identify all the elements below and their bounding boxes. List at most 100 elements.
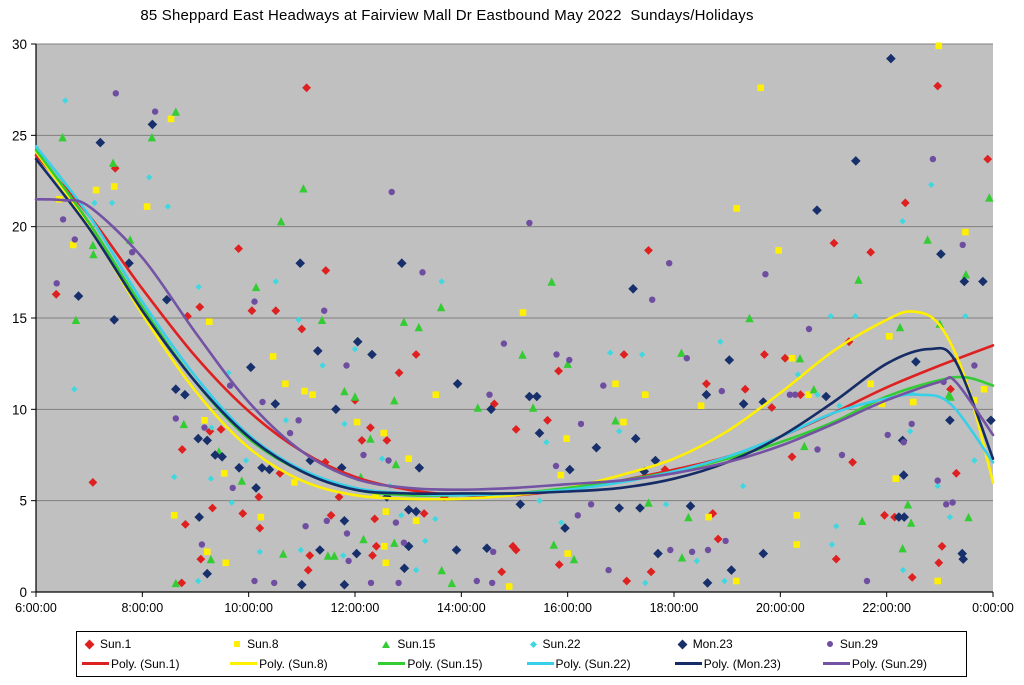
data-point [505,583,513,590]
data-point [352,336,363,347]
data-point [724,355,735,365]
data-point [564,550,571,557]
data-point [419,509,429,518]
data-point [796,390,805,400]
trendline-marker-icon [822,662,850,666]
data-point [251,577,258,585]
data-point [971,457,978,464]
data-point [336,463,347,473]
legend-label: Poly. (Sun.1) [111,656,180,671]
data-point [809,385,818,394]
data-point [400,539,408,546]
data-point [321,266,331,275]
data-point [892,475,899,482]
data-point [195,302,205,312]
data-point [251,298,258,305]
data-point [980,385,988,393]
data-point [851,156,861,166]
data-point [226,382,234,389]
data-point [436,302,446,312]
data-point [552,462,560,470]
data-point [228,499,235,506]
data-point [697,402,705,409]
data-point [340,386,349,396]
data-point [611,416,620,425]
data-point [414,463,425,473]
trendline-poly-mon-23- [34,157,995,495]
data-point [910,398,917,406]
legend-label: Poly. (Sun.22) [555,656,631,671]
data-point [717,338,724,345]
data-point [560,523,570,533]
legend-item-sun29: Sun.29 [818,637,966,651]
data-point [71,386,78,393]
data-point [738,399,749,409]
data-point [758,548,769,559]
diamond-marker-icon [84,639,95,650]
data-point [147,119,158,130]
data-point [353,418,361,426]
data-point [357,436,367,445]
gridlines [31,43,994,597]
data-point [524,391,535,402]
legend-item-sun22: Sun.22 [522,637,670,651]
data-point [812,205,822,215]
data-point [398,512,405,519]
data-point [247,306,257,316]
data-point [547,277,556,286]
data-point [880,510,889,520]
data-point [343,530,351,537]
series-mon23 [73,53,996,590]
x-axis-tick-label: 18:00:00 [650,601,699,615]
data-point [422,537,429,545]
trendline-poly-sun-29- [34,198,995,492]
data-point [635,503,645,513]
data-point [414,322,423,332]
data-point [702,578,713,588]
data-point [217,452,227,462]
data-point [234,244,243,253]
data-point [222,559,230,567]
data-point [642,391,649,398]
data-point [370,514,380,524]
data-point [620,418,627,426]
data-point [206,318,213,325]
data-point [867,380,874,388]
data-point [340,552,347,559]
diamond-marker-icon [677,639,688,650]
data-point [297,324,307,334]
data-point [259,398,266,406]
data-point [683,355,690,362]
data-point [985,193,994,202]
data-point [878,400,886,408]
data-point [903,500,913,509]
data-point [177,445,187,454]
data-point [644,498,653,507]
x-axis-tick-label: 14:00:00 [437,601,486,615]
data-point [565,464,575,475]
data-point [934,477,941,484]
data-point [234,463,244,473]
data-point [644,246,653,255]
data-point [181,520,190,529]
data-point [368,551,377,560]
trendline-marker-icon [230,662,258,666]
data-point [279,549,288,558]
data-point [112,90,120,97]
data-point [58,133,67,142]
data-point [718,387,725,395]
data-point [528,403,538,412]
data-point [390,396,399,405]
data-point [814,446,821,453]
data-point [923,235,932,244]
data-point [946,384,955,394]
data-point [929,155,937,163]
data-point [685,501,696,511]
data-point [486,404,496,415]
data-point [403,505,414,515]
data-point [432,515,439,523]
data-point [286,429,294,437]
data-point [412,517,420,525]
data-point [622,576,632,586]
data-point [95,137,106,148]
